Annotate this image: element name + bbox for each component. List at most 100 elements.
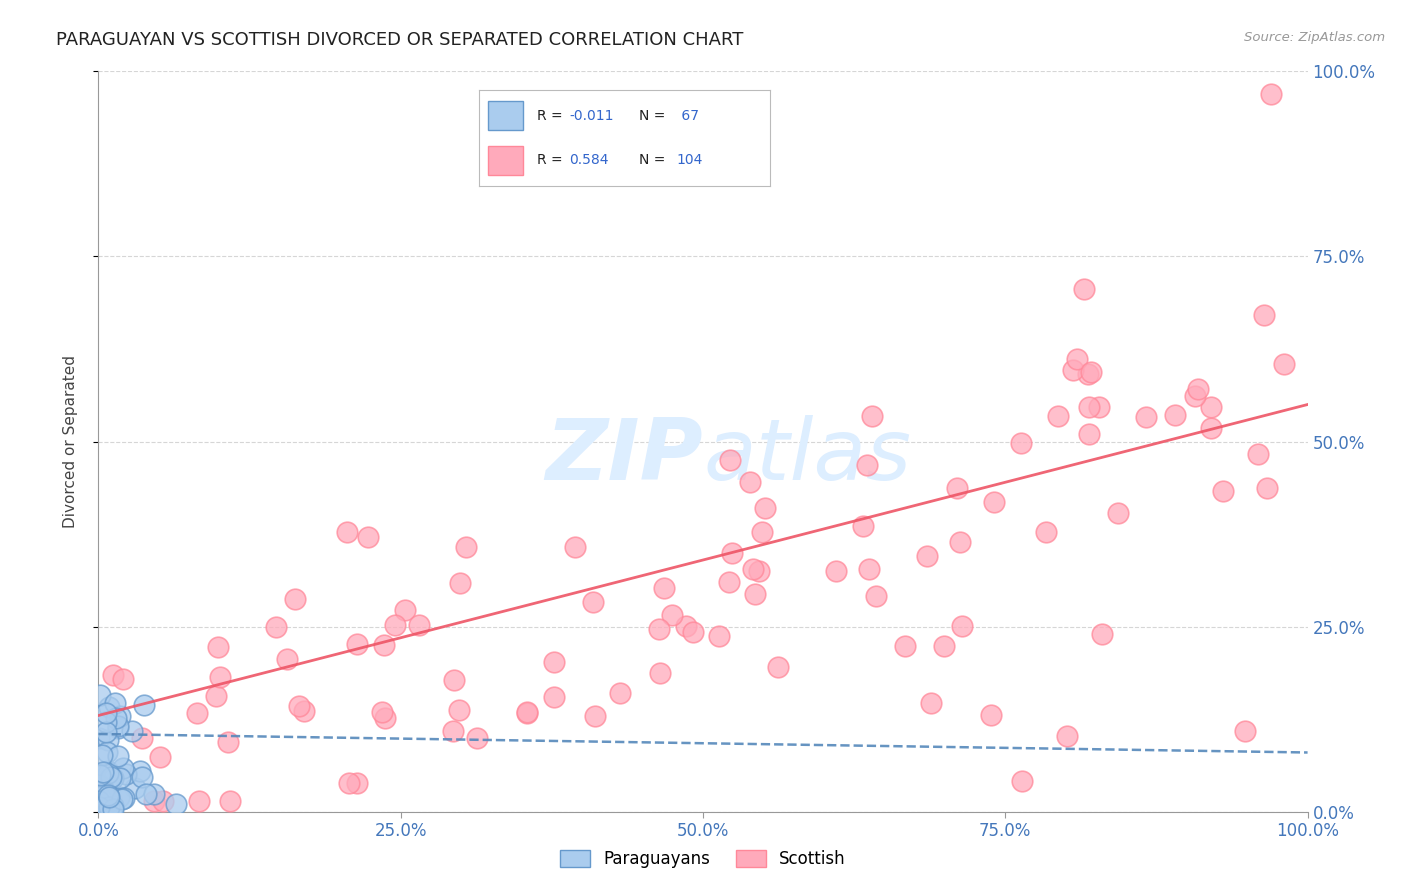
- Point: [1078, 400, 1101, 414]
- Point: [292, 704, 315, 718]
- Point: [852, 519, 875, 533]
- Point: [90, 781, 112, 796]
- Point: [97, 789, 120, 803]
- Point: [96, 766, 118, 780]
- Text: Source: ZipAtlas.com: Source: ZipAtlas.com: [1244, 31, 1385, 45]
- Point: [1256, 481, 1278, 495]
- Point: [1260, 87, 1282, 101]
- Point: [709, 629, 731, 643]
- Point: [87, 797, 110, 811]
- Point: [107, 748, 129, 763]
- Point: [111, 762, 134, 776]
- Point: [91, 764, 114, 779]
- Point: [284, 591, 307, 606]
- Point: [94, 784, 117, 798]
- Point: [98, 771, 121, 785]
- Point: [1062, 363, 1084, 377]
- Point: [443, 673, 465, 687]
- Point: [93, 786, 115, 800]
- Point: [394, 603, 416, 617]
- Point: [894, 639, 917, 653]
- Point: [100, 770, 122, 784]
- Point: [89, 768, 111, 782]
- Point: [186, 706, 208, 721]
- Point: [1107, 506, 1129, 520]
- Point: [920, 696, 942, 710]
- Point: [824, 564, 846, 578]
- Point: [103, 696, 125, 710]
- Point: [264, 620, 287, 634]
- Point: [131, 770, 153, 784]
- Point: [1234, 724, 1257, 739]
- Point: [96, 706, 118, 720]
- Point: [97, 764, 120, 778]
- Point: [152, 794, 174, 808]
- Point: [357, 530, 380, 544]
- Point: [94, 714, 117, 729]
- Point: [90, 802, 112, 816]
- Point: [862, 409, 884, 424]
- Point: [447, 703, 470, 717]
- Point: [371, 705, 394, 719]
- Point: [149, 749, 172, 764]
- Point: [98, 783, 121, 797]
- Point: [1077, 427, 1099, 442]
- Point: [1184, 389, 1206, 403]
- Point: [583, 708, 606, 723]
- Point: [101, 803, 124, 817]
- Point: [103, 802, 125, 816]
- Point: [648, 622, 671, 636]
- Point: [456, 541, 478, 555]
- Point: [89, 789, 111, 804]
- Point: [408, 617, 430, 632]
- Point: [1077, 367, 1099, 381]
- Text: PARAGUAYAN VS SCOTTISH DIVORCED OR SEPARATED CORRELATION CHART: PARAGUAYAN VS SCOTTISH DIVORCED OR SEPAR…: [56, 31, 744, 49]
- Point: [675, 619, 697, 633]
- Point: [543, 690, 565, 704]
- Point: [97, 732, 120, 747]
- Point: [1091, 627, 1114, 641]
- Point: [207, 640, 229, 654]
- Point: [87, 790, 110, 805]
- Point: [108, 709, 131, 723]
- Point: [217, 735, 239, 749]
- Point: [112, 672, 135, 686]
- Point: [1047, 409, 1070, 424]
- Point: [87, 783, 110, 797]
- Point: [135, 787, 157, 801]
- Point: [661, 608, 683, 623]
- Point: [1135, 410, 1157, 425]
- Point: [740, 475, 762, 489]
- Point: [111, 792, 134, 806]
- Point: [1272, 357, 1295, 371]
- Point: [543, 655, 565, 669]
- Point: [1199, 400, 1222, 414]
- Point: [96, 786, 118, 800]
- Point: [89, 792, 111, 806]
- Point: [89, 794, 111, 808]
- Point: [856, 458, 879, 472]
- Y-axis label: Divorced or Separated: Divorced or Separated: [63, 355, 77, 528]
- Legend: Paraguayans, Scottish: Paraguayans, Scottish: [554, 843, 852, 875]
- Point: [516, 705, 538, 719]
- Point: [132, 698, 155, 712]
- Point: [748, 564, 770, 578]
- Point: [87, 731, 110, 746]
- Point: [96, 797, 118, 811]
- Point: [949, 535, 972, 549]
- Point: [115, 767, 138, 781]
- Point: [96, 745, 118, 759]
- Point: [465, 731, 488, 745]
- Point: [101, 771, 124, 785]
- Point: [346, 775, 368, 789]
- Point: [107, 722, 129, 736]
- Point: [101, 667, 124, 681]
- Point: [89, 799, 111, 814]
- Point: [718, 574, 741, 589]
- Point: [288, 699, 311, 714]
- Point: [1253, 308, 1275, 322]
- Point: [108, 790, 131, 805]
- Point: [108, 771, 131, 785]
- Point: [101, 794, 124, 808]
- Point: [91, 747, 114, 762]
